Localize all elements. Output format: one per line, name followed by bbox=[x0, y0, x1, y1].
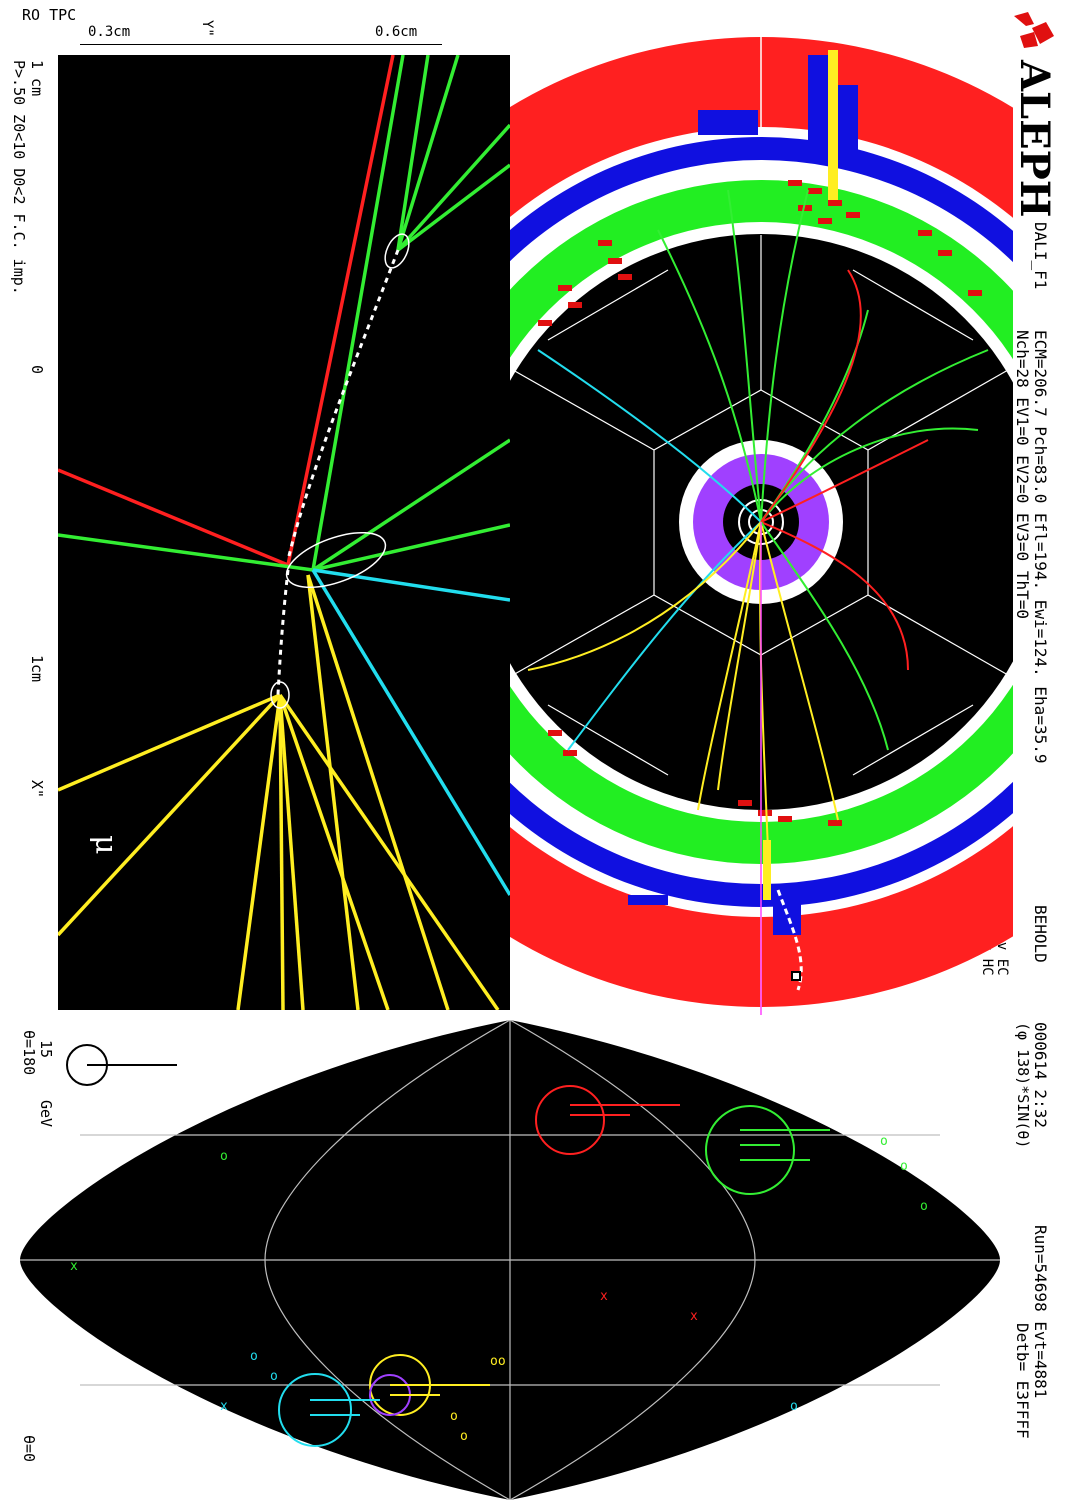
axis-x-label: X" bbox=[28, 780, 46, 799]
detector-xy-view bbox=[508, 30, 1013, 1015]
energy-summary-line-2: Nch=28 EV1=0 EV2=0 EV3=0 ThT=0 bbox=[1013, 330, 1032, 619]
svg-text:x: x bbox=[220, 1399, 228, 1414]
svg-text:o: o bbox=[220, 1149, 228, 1164]
svg-text:o: o bbox=[920, 1199, 928, 1214]
svg-text:o: o bbox=[250, 1349, 258, 1364]
svg-text:oo: oo bbox=[490, 1354, 506, 1369]
svg-text:x: x bbox=[690, 1309, 698, 1324]
svg-text:x: x bbox=[70, 1259, 78, 1274]
phi-sin-theta-label: (φ 138)*SIN(θ) bbox=[1014, 1022, 1032, 1149]
tick-1cm: 1cm bbox=[28, 655, 46, 683]
energy-scale-value: 15 bbox=[37, 1040, 55, 1059]
date-time: 000614 2:32 bbox=[1031, 1022, 1050, 1128]
svg-text:o: o bbox=[790, 1399, 798, 1414]
aleph-logo-icon bbox=[1012, 10, 1056, 50]
energy-summary-line-1: ECM=206.7 Pch=83.0 Efl=194. Ewi=124. Eha… bbox=[1031, 330, 1050, 764]
run-event: Run=54698 Evt=4881 bbox=[1031, 1225, 1050, 1399]
program-mode: BEHOLD bbox=[1031, 905, 1050, 963]
theta-0-label: θ=0 bbox=[20, 1435, 38, 1463]
vertex-cuts: P>.50 Z0<10 D0<2 F.C. imp. bbox=[10, 60, 28, 295]
top-axis-line bbox=[80, 44, 442, 45]
logo-title: ALEPH bbox=[1011, 60, 1058, 218]
vertex-scale-label: 1 cm bbox=[28, 60, 46, 97]
svg-text:o: o bbox=[880, 1134, 888, 1149]
energy-scale-unit: GeV bbox=[37, 1100, 55, 1128]
vertex-title: RO TPC bbox=[22, 6, 77, 24]
program-name: DALI_F1 bbox=[1031, 222, 1050, 290]
svg-text:o: o bbox=[460, 1429, 468, 1444]
particle-label-mu: μ bbox=[88, 835, 123, 855]
svg-text:o: o bbox=[270, 1369, 278, 1384]
svg-text:x: x bbox=[600, 1289, 608, 1304]
vertex-zoom-view: μ bbox=[56, 54, 512, 1011]
svg-text:o: o bbox=[900, 1159, 908, 1174]
theta-180-label: θ=180 bbox=[20, 1030, 38, 1076]
axis-y-label: Y" bbox=[199, 20, 215, 37]
svg-text:o: o bbox=[450, 1409, 458, 1424]
energy-scale-marker bbox=[62, 1040, 182, 1090]
tick-0-3cm: 0.3cm bbox=[88, 24, 131, 40]
tick-0: 0 bbox=[28, 365, 46, 375]
detector-bits: Detb= E3FFFF bbox=[1013, 1323, 1032, 1439]
tick-0-6cm: 0.6cm bbox=[375, 24, 418, 40]
